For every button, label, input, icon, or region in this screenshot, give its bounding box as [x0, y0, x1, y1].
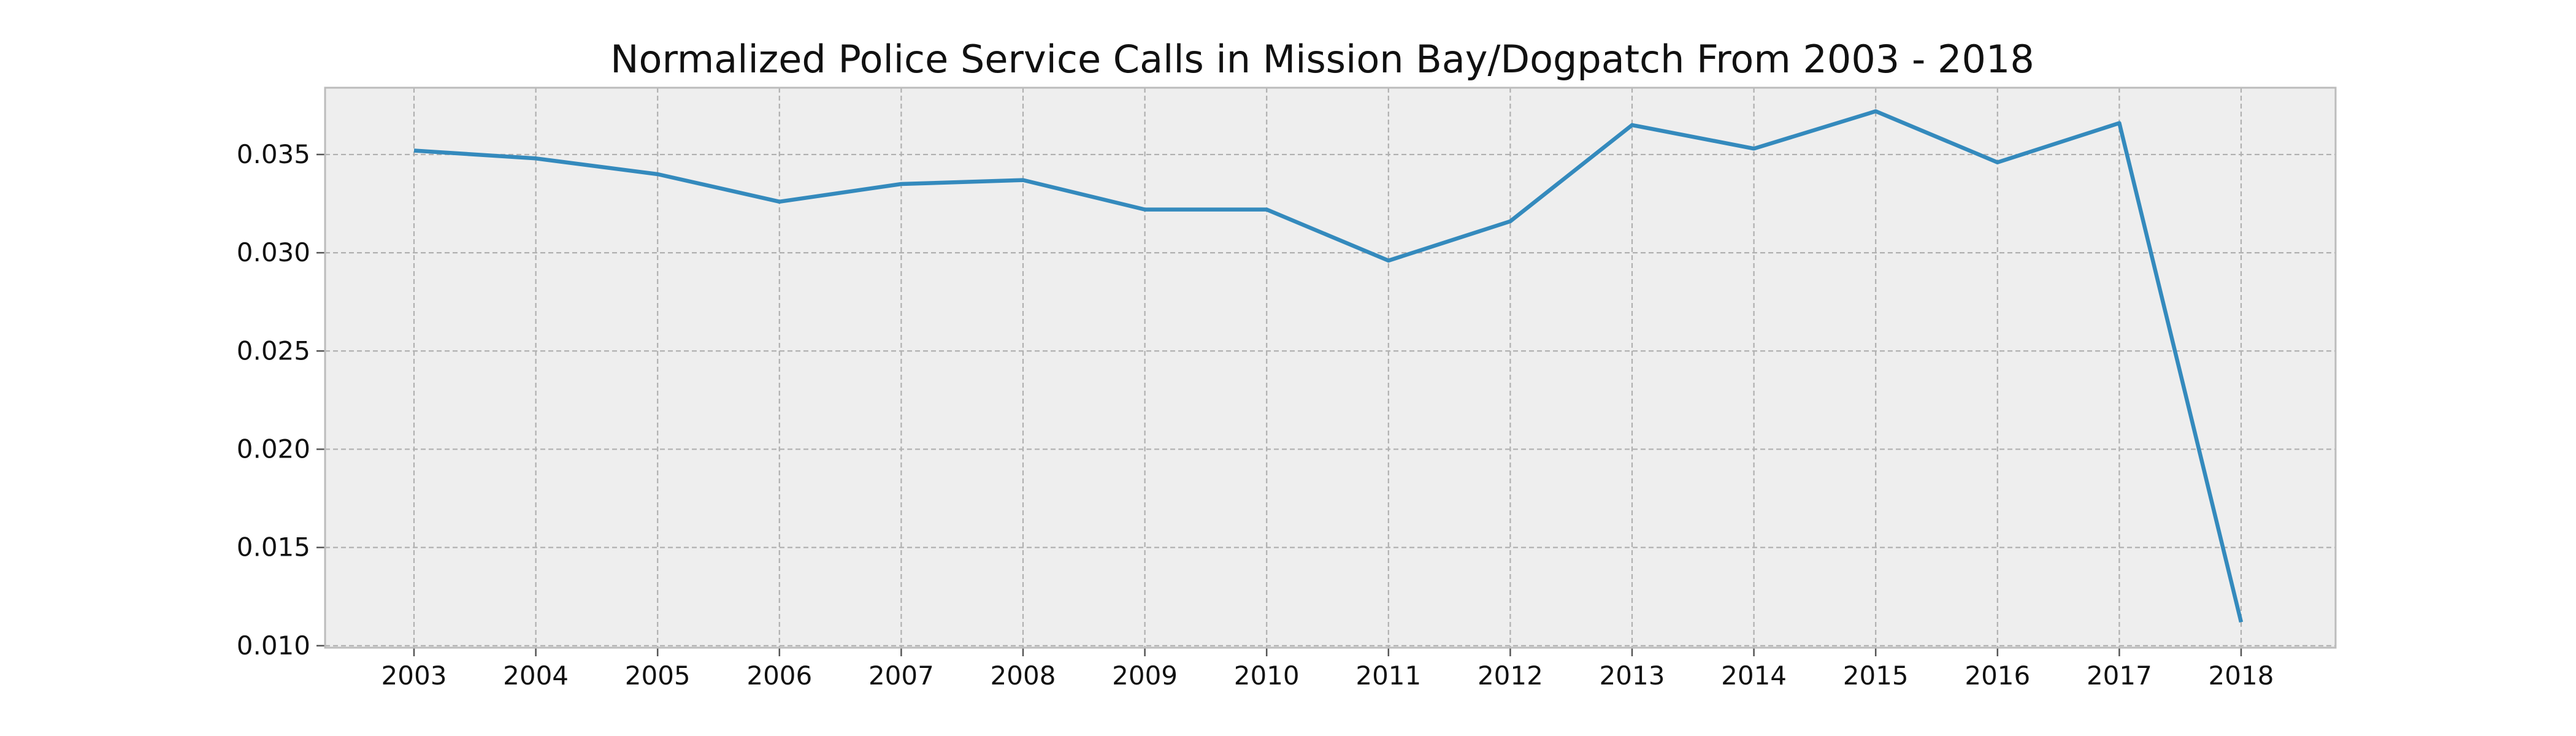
chart-title: Normalized Police Service Calls in Missi… — [610, 37, 2034, 82]
axis-ticks: 0.010 0.015 0.020 0.025 0.030 0.035 2003 2004 20… — [237, 139, 2274, 691]
x-tick-label: 2011 — [1355, 661, 1421, 691]
series-line — [413, 109, 2244, 623]
x-tick-label: 2018 — [2209, 661, 2274, 691]
y-tick-label: 0.015 — [237, 532, 310, 562]
x-tick-label: 2017 — [2087, 661, 2152, 691]
y-tick-label: 0.010 — [237, 631, 310, 661]
x-tick-label: 2005 — [625, 661, 691, 691]
x-tick-label: 2010 — [1234, 661, 1300, 691]
y-tick-label: 0.030 — [237, 237, 310, 267]
x-tick-label: 2004 — [503, 661, 569, 691]
y-tick-label: 0.025 — [237, 335, 310, 366]
x-tick-label: 2007 — [868, 661, 934, 691]
y-tick-label: 0.035 — [237, 139, 310, 169]
grid-lines — [325, 88, 2336, 648]
plot-frame — [324, 86, 2337, 649]
x-tick-label: 2003 — [381, 661, 447, 691]
y-tick-label: 0.020 — [237, 434, 310, 464]
x-tick-label: 2014 — [1721, 661, 1787, 691]
x-tick-label: 2016 — [1965, 661, 2030, 691]
plot-area — [325, 88, 2336, 648]
x-tick-label: 2008 — [991, 661, 1056, 691]
x-tick-label: 2006 — [746, 661, 812, 691]
series-layer — [413, 109, 2244, 623]
x-tick-label: 2015 — [1843, 661, 1909, 691]
x-tick-label: 2012 — [1478, 661, 1543, 691]
x-tick-label: 2013 — [1600, 661, 1665, 691]
x-tick-label: 2009 — [1112, 661, 1178, 691]
